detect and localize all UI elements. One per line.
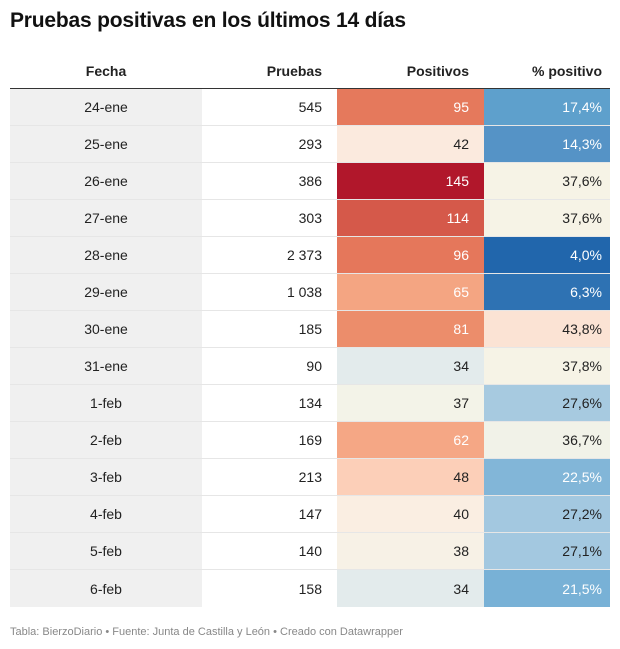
table-body: 24-ene 545 95 17,4% 25-ene 293 42 14,3% 26-ene 38… xyxy=(10,89,610,607)
table-row: 26-ene 386 145 37,6% xyxy=(10,163,610,200)
cell-pruebas: 169 xyxy=(298,432,322,448)
cell-pruebas: 1 038 xyxy=(286,284,322,300)
cell-pruebas: 545 xyxy=(298,99,322,115)
cell-pruebas: 293 xyxy=(298,136,322,152)
header-positivos: Positivos xyxy=(406,63,469,79)
table-row: 5-feb 140 38 27,1% xyxy=(10,533,610,570)
footer-credits: Tabla: BierzoDiario • Fuente: Junta de C… xyxy=(10,626,403,638)
cell-fecha: 28-ene xyxy=(10,237,202,273)
cell-fecha: 27-ene xyxy=(10,200,202,236)
chart-title: Pruebas positivas en los últimos 14 días xyxy=(10,9,406,32)
cell-pct-positivo: 43,8% xyxy=(484,311,610,347)
table-row: 24-ene 545 95 17,4% xyxy=(10,89,610,126)
cell-positivos: 34 xyxy=(337,570,484,607)
cell-pruebas: 213 xyxy=(298,469,322,485)
cell-pct-positivo: 21,5% xyxy=(484,570,610,607)
header-pct-positivo: % positivo xyxy=(531,63,602,79)
cell-pruebas: 158 xyxy=(298,580,322,597)
cell-positivos: 114 xyxy=(337,200,484,236)
table-row: 31-ene 90 34 37,8% xyxy=(10,348,610,385)
cell-positivos: 37 xyxy=(337,385,484,421)
table-row: 27-ene 303 114 37,6% xyxy=(10,200,610,237)
cell-pct-positivo: 36,7% xyxy=(484,422,610,458)
cell-pct-positivo: 37,6% xyxy=(484,200,610,236)
cell-positivos: 34 xyxy=(337,348,484,384)
cell-positivos: 95 xyxy=(337,89,484,125)
cell-pct-positivo: 4,0% xyxy=(484,237,610,273)
table-row: 4-feb 147 40 27,2% xyxy=(10,496,610,533)
cell-pct-positivo: 37,8% xyxy=(484,348,610,384)
cell-fecha: 26-ene xyxy=(10,163,202,199)
cell-fecha: 5-feb xyxy=(10,533,202,569)
cell-pruebas: 90 xyxy=(306,358,322,374)
cell-pruebas: 386 xyxy=(298,173,322,189)
cell-fecha: 1-feb xyxy=(10,385,202,421)
cell-positivos: 42 xyxy=(337,126,484,162)
cell-fecha: 24-ene xyxy=(10,89,202,125)
cell-pct-positivo: 27,6% xyxy=(484,385,610,421)
cell-fecha: 6-feb xyxy=(10,570,202,607)
cell-pruebas: 2 373 xyxy=(286,247,322,263)
cell-fecha: 3-feb xyxy=(10,459,202,495)
table-row: 25-ene 293 42 14,3% xyxy=(10,126,610,163)
cell-positivos: 40 xyxy=(337,496,484,532)
cell-pct-positivo: 27,1% xyxy=(484,533,610,569)
cell-fecha: 25-ene xyxy=(10,126,202,162)
cell-positivos: 62 xyxy=(337,422,484,458)
cell-fecha: 30-ene xyxy=(10,311,202,347)
cell-positivos: 38 xyxy=(337,533,484,569)
table-row: 1-feb 134 37 27,6% xyxy=(10,385,610,422)
cell-pruebas: 185 xyxy=(298,321,322,337)
cell-pct-positivo: 37,6% xyxy=(484,163,610,199)
header-pruebas: Pruebas xyxy=(266,63,322,79)
cell-pct-positivo: 14,3% xyxy=(484,126,610,162)
cell-fecha: 4-feb xyxy=(10,496,202,532)
cell-positivos: 81 xyxy=(337,311,484,347)
table-row: 3-feb 213 48 22,5% xyxy=(10,459,610,496)
cell-positivos: 96 xyxy=(337,237,484,273)
cell-positivos: 48 xyxy=(337,459,484,495)
cell-positivos: 65 xyxy=(337,274,484,310)
cell-fecha: 31-ene xyxy=(10,348,202,384)
header-fecha: Fecha xyxy=(85,63,127,79)
cell-pruebas: 140 xyxy=(298,543,322,559)
table-row: 28-ene 2 373 96 4,0% xyxy=(10,237,610,274)
cell-positivos: 145 xyxy=(337,163,484,199)
table-row: 29-ene 1 038 65 6,3% xyxy=(10,274,610,311)
cell-pruebas: 303 xyxy=(298,210,322,226)
cell-pct-positivo: 6,3% xyxy=(484,274,610,310)
table-row: 6-feb 158 34 21,5% xyxy=(10,570,610,607)
data-table: Fecha Pruebas Positivos % positivo 24-en… xyxy=(10,54,610,607)
cell-pruebas: 134 xyxy=(298,395,322,411)
cell-pct-positivo: 27,2% xyxy=(484,496,610,532)
table-row: 2-feb 169 62 36,7% xyxy=(10,422,610,459)
cell-fecha: 2-feb xyxy=(10,422,202,458)
cell-pct-positivo: 17,4% xyxy=(484,89,610,125)
cell-pruebas: 147 xyxy=(298,506,322,522)
cell-fecha: 29-ene xyxy=(10,274,202,310)
table-header: Fecha Pruebas Positivos % positivo xyxy=(10,54,610,89)
table-row: 30-ene 185 81 43,8% xyxy=(10,311,610,348)
cell-pct-positivo: 22,5% xyxy=(484,459,610,495)
